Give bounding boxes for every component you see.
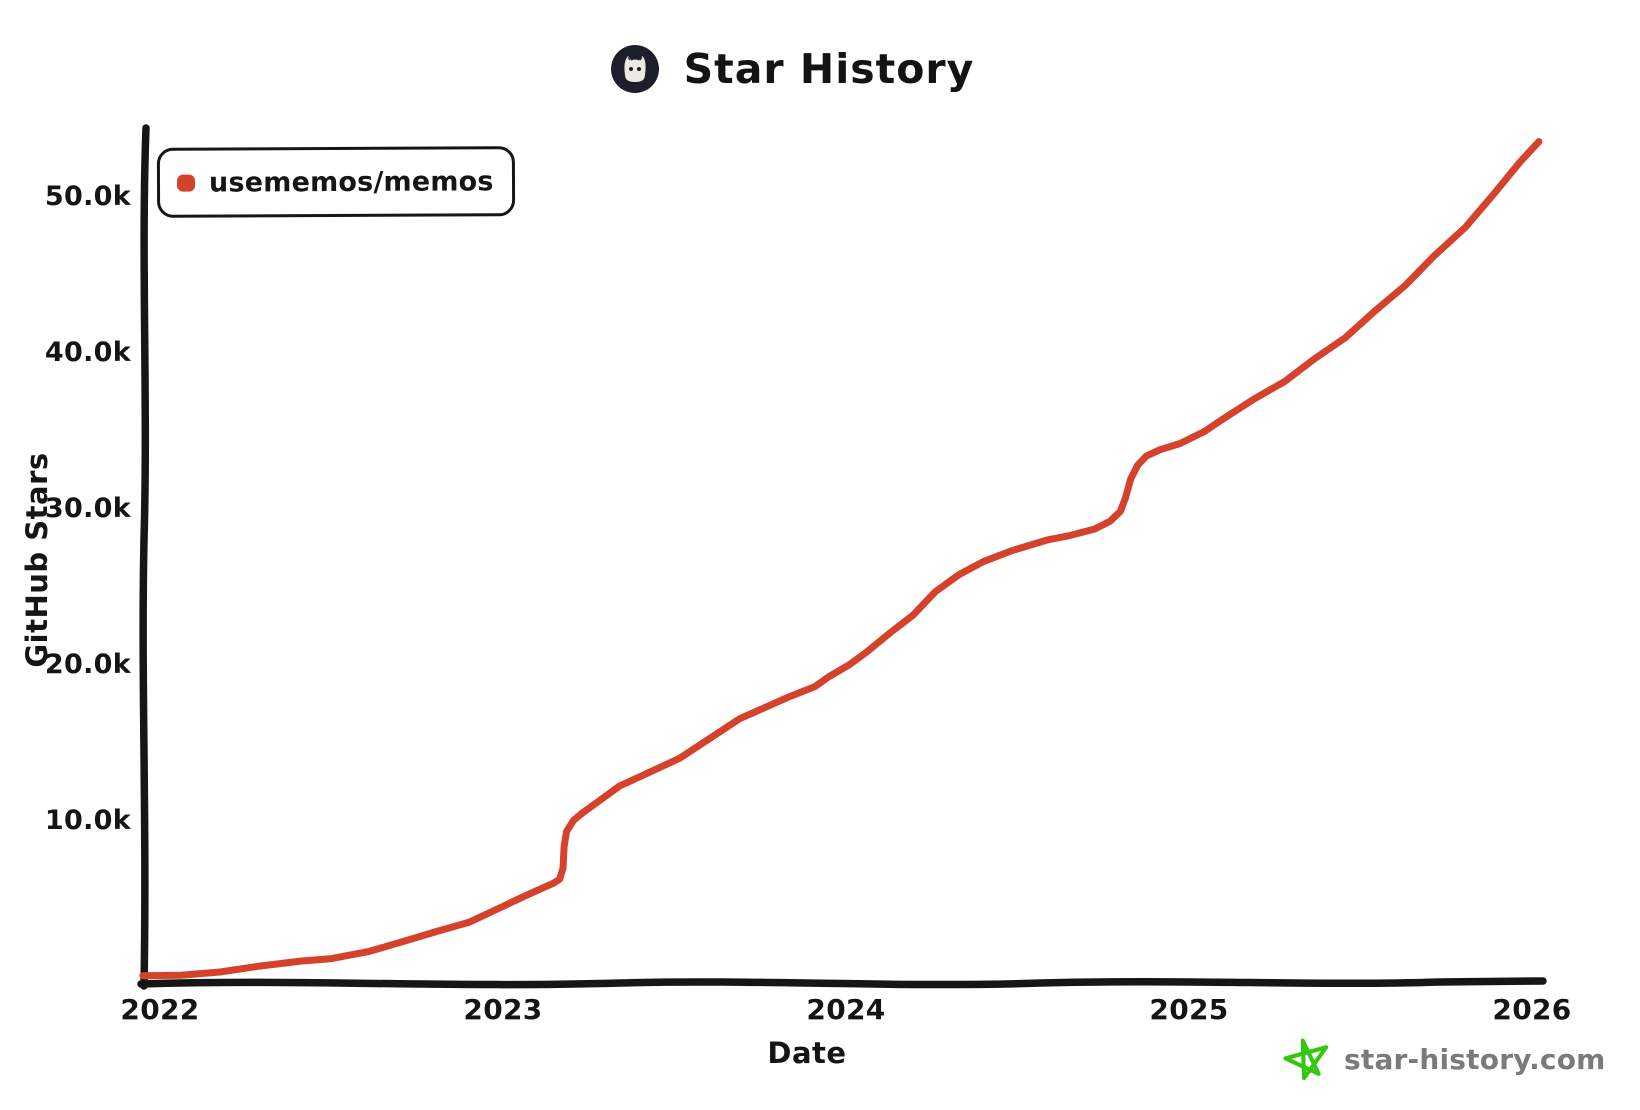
y-axis-title: GitHub Stars (20, 452, 54, 668)
star-icon (1283, 1038, 1329, 1081)
chart-title: Star History (683, 45, 975, 93)
legend-item-usememos-memos[interactable]: usememos/memos (156, 146, 515, 218)
chart-header: Star History (0, 40, 1612, 98)
legend-series-label: usememos/memos (208, 165, 494, 199)
series-line-usememos-memos (139, 138, 1543, 980)
y-tick-label: 10.0k (44, 805, 131, 836)
x-tick-label: 2023 (463, 993, 543, 1026)
github-cat-logo-icon (610, 45, 659, 93)
x-tick-label: 2024 (806, 993, 886, 1026)
y-tick-label: 20.0k (44, 649, 131, 680)
x-tick-label: 2025 (1149, 993, 1229, 1026)
watermark-text: star-history.com (1344, 1043, 1606, 1076)
watermark-link[interactable]: star-history.com (1283, 1036, 1606, 1083)
y-tick-label: 30.0k (44, 493, 131, 524)
x-axis-title: Date (767, 1036, 847, 1070)
y-tick-label: 50.0k (44, 181, 131, 212)
series-color-marker (176, 174, 196, 192)
x-tick-label: 2026 (1492, 993, 1572, 1026)
x-tick-label: 2022 (120, 993, 200, 1026)
y-tick-label: 40.0k (44, 337, 131, 368)
x-axis-line (137, 977, 1547, 989)
y-axis-line (139, 124, 150, 990)
